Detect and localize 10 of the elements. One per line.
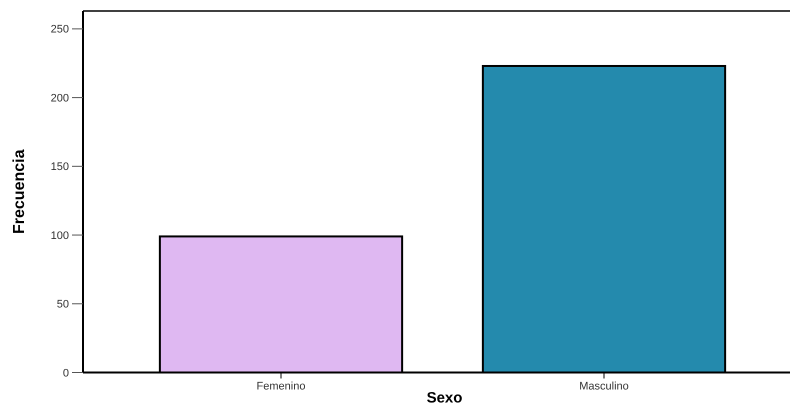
x-tick-label: Masculino: [579, 380, 629, 392]
y-tick-label: 200: [50, 92, 69, 104]
y-tick-label: 250: [50, 24, 69, 36]
y-tick-label: 50: [56, 298, 69, 311]
y-tick-label: 0: [62, 367, 69, 380]
y-tick-label: 100: [50, 230, 69, 242]
y-axis-title: Frecuencia: [11, 149, 28, 234]
x-axis-title: Sexo: [426, 390, 462, 405]
x-tick-label: Femenino: [256, 380, 306, 392]
y-tick-label: 150: [50, 161, 69, 174]
